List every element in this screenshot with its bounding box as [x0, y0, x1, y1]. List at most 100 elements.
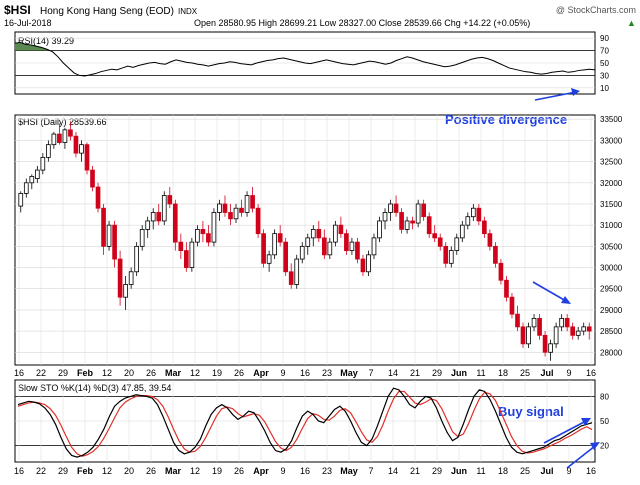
sto-x-tick-label: 21	[410, 466, 420, 476]
sto-x-tick-label: Jun	[451, 466, 467, 476]
price-x-tick-label: Jul	[540, 368, 553, 378]
chart-symbol: $HSI	[4, 3, 31, 17]
price-x-tick-label: 9	[566, 368, 571, 378]
sto-tick-label: 80	[600, 392, 609, 401]
candle-body	[211, 212, 217, 243]
price-x-tick-label: 12	[102, 368, 112, 378]
sto-x-tick-label: 16	[300, 466, 310, 476]
price-x-tick-label: 16	[14, 368, 24, 378]
chart-exchange: INDX	[178, 7, 198, 16]
price-x-tick-label: 29	[58, 368, 68, 378]
candle-body	[382, 212, 388, 222]
candle-body	[564, 317, 570, 328]
candle-body	[410, 220, 415, 224]
candle-body	[482, 220, 487, 235]
candle-body	[134, 245, 139, 273]
price-x-tick-label: Feb	[77, 368, 94, 378]
candle-body	[57, 133, 62, 143]
price-x-tick-label: 26	[234, 368, 244, 378]
buy-signal-label: Buy signal	[498, 404, 564, 419]
candle-body	[443, 245, 449, 264]
candle-body	[178, 241, 184, 251]
candle-body	[156, 212, 162, 222]
price-x-tick-label: 18	[498, 368, 508, 378]
sto-x-tick-label: Feb	[77, 466, 94, 476]
candle-body	[161, 195, 167, 222]
candle-body	[239, 207, 244, 213]
candle-body	[437, 237, 443, 247]
rsi-overbought-fill	[15, 42, 48, 51]
sto-x-tick-label: Jul	[540, 466, 553, 476]
divergence-arrow-rsi	[534, 91, 577, 101]
candle-body	[542, 334, 548, 353]
sto-x-tick-label: 9	[566, 466, 571, 476]
divergence-arrow-price	[532, 281, 567, 302]
candle-body	[559, 317, 564, 328]
candle-body	[509, 296, 515, 315]
chart-date: 16-Jul-2018	[4, 18, 52, 28]
candle-body	[294, 258, 300, 285]
buy-arrow-1	[543, 420, 587, 444]
candle-body	[244, 195, 250, 213]
candle-body	[217, 203, 222, 213]
price-x-tick-label: 7	[368, 368, 373, 378]
sto-tick-label: 50	[600, 417, 609, 426]
candle-body	[487, 233, 493, 247]
price-x-tick-label: 14	[388, 368, 398, 378]
price-x-tick-label: 11	[476, 368, 485, 378]
candle-body	[515, 313, 520, 328]
candle-body	[51, 133, 57, 146]
sto-x-tick-label: Mar	[165, 466, 182, 476]
price-tick-label: 28500	[600, 327, 623, 336]
sto-title: Slow STO %K(14) %D(3) 47.85, 39.54	[18, 383, 171, 393]
sto-x-tick-label: 29	[58, 466, 68, 476]
candle-body	[101, 207, 106, 247]
divergence-arrowhead-price	[561, 296, 571, 304]
candle-body	[344, 233, 349, 251]
sto-x-tick-label: 26	[146, 466, 156, 476]
candle-body	[150, 212, 156, 222]
candle-body	[106, 224, 112, 247]
price-x-tick-label: 23	[322, 368, 332, 378]
candle-body	[117, 258, 123, 298]
sto-x-tick-label: 16	[586, 466, 596, 476]
watermark: @ StockCharts.com	[556, 5, 636, 15]
candle-body	[476, 207, 482, 222]
candle-body	[504, 279, 509, 298]
price-x-tick-label: 12	[190, 368, 200, 378]
price-tick-label: 33500	[600, 115, 623, 124]
price-tick-label: 29000	[600, 306, 623, 315]
candle-body	[90, 169, 95, 188]
candle-body	[145, 220, 151, 230]
price-x-tick-label: Apr	[253, 368, 269, 378]
rsi-line	[14, 42, 596, 77]
price-tick-label: 31000	[600, 221, 623, 230]
candle-body	[189, 241, 195, 268]
price-x-tick-label: 16	[300, 368, 310, 378]
price-x-tick-label: 29	[432, 368, 442, 378]
candle-body	[123, 284, 128, 298]
candle-body	[355, 241, 360, 260]
candle-body	[167, 195, 173, 205]
candle-body	[327, 241, 333, 256]
price-tick-label: 33000	[600, 136, 623, 145]
price-tick-label: 32000	[600, 179, 623, 188]
sto-x-tick-label: 29	[432, 466, 442, 476]
candle-body	[299, 245, 305, 260]
candle-body	[250, 195, 255, 209]
candle-body	[448, 250, 454, 264]
candle-body	[112, 224, 117, 260]
candle-body	[68, 129, 73, 137]
sto-x-tick-label: Apr	[253, 466, 269, 476]
sto-x-tick-label: 22	[36, 466, 46, 476]
price-x-tick-label: 9	[280, 368, 285, 378]
candle-body	[399, 212, 404, 230]
candle-body	[73, 135, 79, 154]
candle-body	[377, 220, 382, 239]
ohlc-readout: Open 28580.95 High 28699.21 Low 28327.00…	[194, 18, 530, 28]
candle-body	[586, 326, 592, 332]
price-tick-label: 32500	[600, 158, 623, 167]
candle-body	[498, 262, 504, 281]
